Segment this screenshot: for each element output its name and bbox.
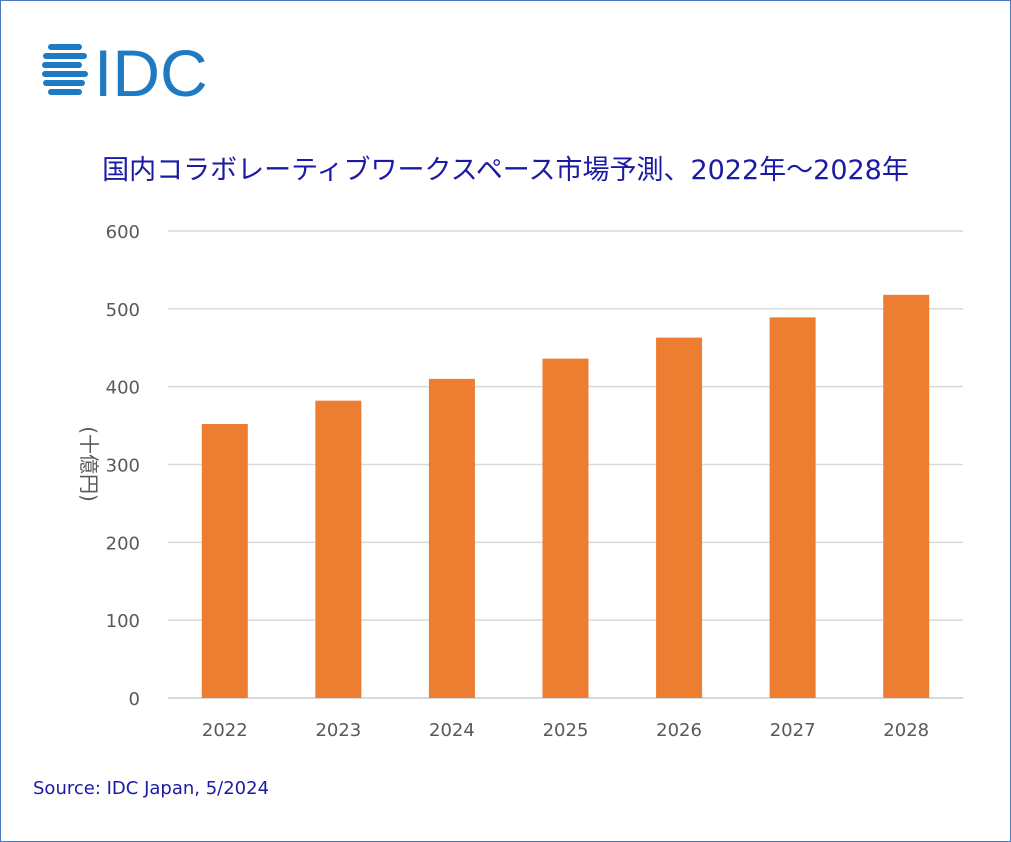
x-tick-label: 2024 [429,720,475,741]
logo-text: IDC [94,40,207,102]
bar-2023 [315,400,362,698]
x-tick-label: 2025 [543,720,589,741]
y-tick-label: 300 [106,456,140,477]
bar-2026 [656,337,703,698]
globe-icon [42,44,88,95]
bar-2028 [883,294,930,698]
source-note: Source: IDC Japan, 5/2024 [33,778,270,799]
idc-logo: IDC [42,40,207,102]
bar-2027 [769,317,816,698]
bar-2022 [201,424,248,698]
bar-2025 [542,358,589,698]
y-tick-label: 600 [106,222,140,243]
x-tick-label: 2026 [656,720,702,741]
y-tick-label: 0 [129,689,140,710]
y-tick-label: 200 [106,533,140,554]
x-tick-label: 2022 [202,720,248,741]
x-tick-label: 2023 [315,720,361,741]
chart-title: 国内コラボレーティブワークスペース市場予測、2022年～2028年 [102,155,909,186]
y-axis-label: (十億円) [77,426,101,502]
y-tick-label: 400 [106,378,140,399]
y-tick-label: 500 [106,300,140,321]
bar-2024 [428,378,475,698]
x-tick-label: 2027 [770,720,816,741]
y-tick-label: 100 [106,611,140,632]
x-tick-label: 2028 [883,720,929,741]
